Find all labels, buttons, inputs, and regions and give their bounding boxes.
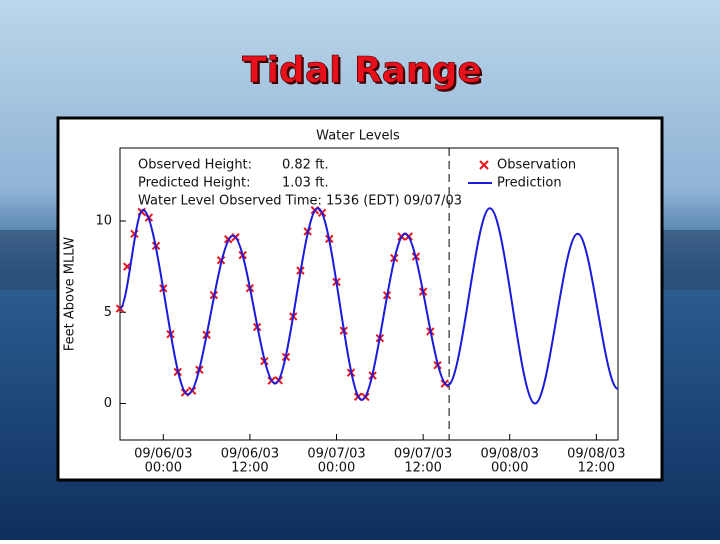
x-tick-label: 09/07/03 bbox=[394, 447, 452, 462]
legend-label: Prediction bbox=[497, 176, 562, 191]
annotation: Predicted Height: bbox=[138, 176, 251, 191]
plot-area bbox=[119, 147, 619, 441]
y-tick-label: 0 bbox=[104, 396, 112, 411]
x-tick-label: 09/08/03 bbox=[481, 447, 539, 462]
chart-title: Water Levels bbox=[316, 129, 400, 144]
legend-marker bbox=[479, 160, 489, 170]
slide-title-shadow: Tidal Range bbox=[244, 52, 484, 93]
x-tick-label: 12:00 bbox=[404, 461, 441, 476]
prediction-line bbox=[119, 207, 619, 405]
marker-stroke bbox=[123, 262, 132, 271]
y-tick-label: 10 bbox=[95, 214, 112, 229]
y-tick-label: 5 bbox=[104, 305, 112, 320]
x-tick-label: 09/08/03 bbox=[567, 447, 625, 462]
annotation: Observed Height: bbox=[138, 158, 252, 173]
x-tick-label: 12:00 bbox=[578, 461, 615, 476]
marker-stroke bbox=[479, 160, 489, 170]
y-axis-label: Feet Above MLLW bbox=[63, 237, 78, 351]
slide-title: Tidal Range bbox=[242, 50, 482, 91]
x-tick-label: 12:00 bbox=[231, 461, 268, 476]
x-tick-label: 00:00 bbox=[318, 461, 355, 476]
annotation: 0.82 ft. bbox=[282, 158, 329, 173]
x-tick-label: 00:00 bbox=[491, 461, 528, 476]
x-tick-label: 09/06/03 bbox=[221, 447, 279, 462]
x-tick-label: 09/06/03 bbox=[134, 447, 192, 462]
legend-label: Observation bbox=[497, 158, 576, 173]
x-tick-label: 00:00 bbox=[145, 461, 182, 476]
chart-frame bbox=[56, 116, 664, 482]
x-tick-label: 09/07/03 bbox=[307, 447, 365, 462]
annotation: Water Level Observed Time: 1536 (EDT) 09… bbox=[138, 194, 462, 209]
annotation: 1.03 ft. bbox=[282, 176, 329, 191]
